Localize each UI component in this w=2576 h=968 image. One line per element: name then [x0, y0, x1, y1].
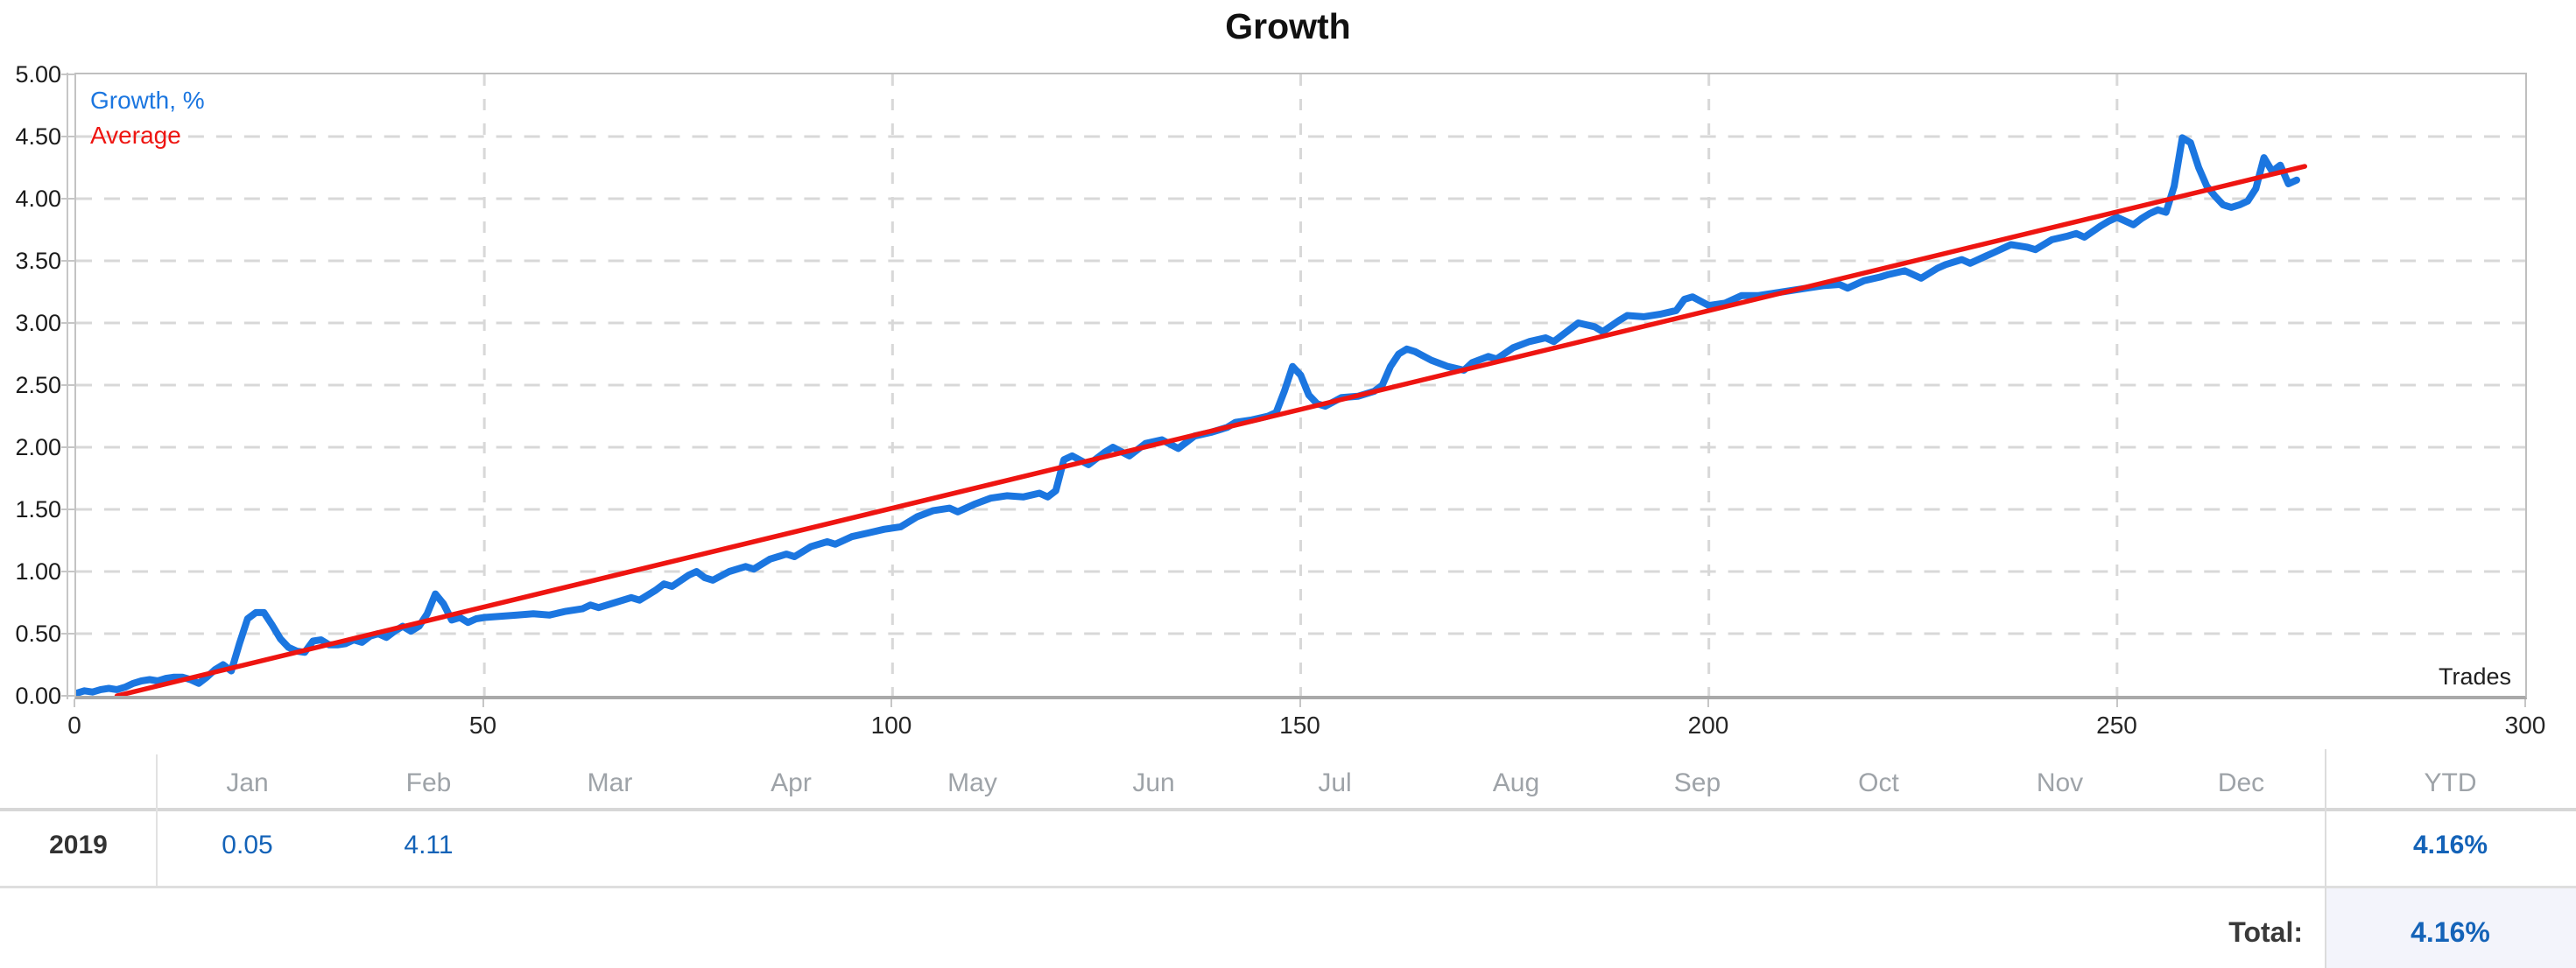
legend-average-label: Average [90, 122, 181, 149]
x-tick-label: 250 [2096, 712, 2137, 739]
y-axis-tick [61, 695, 75, 697]
ytd-column-header: YTD [2424, 768, 2477, 797]
month-column-header: Jul [1318, 768, 1352, 797]
y-axis-tick [61, 446, 75, 448]
x-axis-tick [890, 699, 892, 707]
month-column-header: Sep [1673, 768, 1721, 797]
y-tick-label: 4.50 [15, 123, 61, 150]
y-axis-outer-line [67, 73, 68, 699]
ytd-column-divider [2325, 749, 2326, 968]
total-ytd-cell-background [2326, 888, 2576, 968]
month-column-header: Apr [771, 768, 812, 797]
table-header-divider [0, 808, 2576, 811]
year-column-divider [156, 754, 158, 886]
y-axis-tick [61, 571, 75, 572]
chart-legend: Growth, % Average [90, 83, 205, 153]
table-total-divider [0, 886, 2576, 888]
x-axis-tick [482, 699, 484, 707]
y-axis-tick [61, 74, 75, 75]
y-tick-label: 2.50 [15, 372, 61, 398]
legend-growth-label: Growth, % [90, 87, 205, 114]
y-axis-tick [61, 633, 75, 635]
month-column-header: Jan [226, 768, 269, 797]
y-tick-label: 1.50 [15, 496, 61, 523]
year-row-label: 2019 [49, 831, 108, 859]
month-value-cell: 4.11 [404, 831, 454, 859]
y-axis-tick [61, 198, 75, 200]
y-axis-tick [61, 384, 75, 386]
chart-title: Growth [1225, 6, 1351, 46]
x-axis-tick [74, 699, 75, 707]
x-axis-tick [2524, 699, 2526, 707]
y-axis-tick [61, 509, 75, 510]
x-tick-label: 300 [2504, 712, 2546, 739]
y-tick-label: 3.50 [15, 248, 61, 274]
x-tick-label: 150 [1279, 712, 1320, 739]
x-tick-label: 100 [870, 712, 912, 739]
y-tick-label: 5.00 [15, 61, 61, 88]
month-column-header: Oct [1858, 768, 1899, 797]
y-axis-tick [61, 136, 75, 137]
y-tick-label: 3.00 [15, 310, 61, 336]
month-column-header: Mar [587, 768, 633, 797]
month-column-header: Dec [2217, 768, 2265, 797]
month-column-header: Feb [405, 768, 452, 797]
y-tick-label: 4.00 [15, 186, 61, 212]
month-column-header: Nov [2036, 768, 2084, 797]
y-tick-label: 0.50 [15, 621, 61, 647]
x-axis-tick [1707, 699, 1709, 707]
y-axis-tick [61, 322, 75, 324]
total-value: 4.16% [2411, 916, 2490, 948]
month-column-header: Aug [1492, 768, 1540, 797]
x-axis-title: Trades [2438, 663, 2511, 690]
x-axis-tick [2116, 699, 2118, 707]
ytd-value: 4.16% [2412, 831, 2488, 859]
x-axis-tick [1299, 699, 1301, 707]
growth-chart-svg [76, 74, 2525, 696]
x-tick-label: 0 [67, 712, 81, 739]
y-tick-label: 1.00 [15, 558, 61, 585]
month-column-header: Jun [1132, 768, 1175, 797]
x-tick-label: 50 [468, 712, 497, 739]
chart-plot-area: Growth, % Average Trades [74, 73, 2527, 699]
y-tick-label: 0.00 [15, 683, 61, 709]
y-axis-tick [61, 260, 75, 262]
month-column-header: May [947, 768, 997, 797]
y-tick-label: 2.00 [15, 434, 61, 460]
x-tick-label: 200 [1687, 712, 1729, 739]
month-value-cell: 0.05 [222, 831, 273, 859]
total-label: Total: [2228, 916, 2303, 948]
